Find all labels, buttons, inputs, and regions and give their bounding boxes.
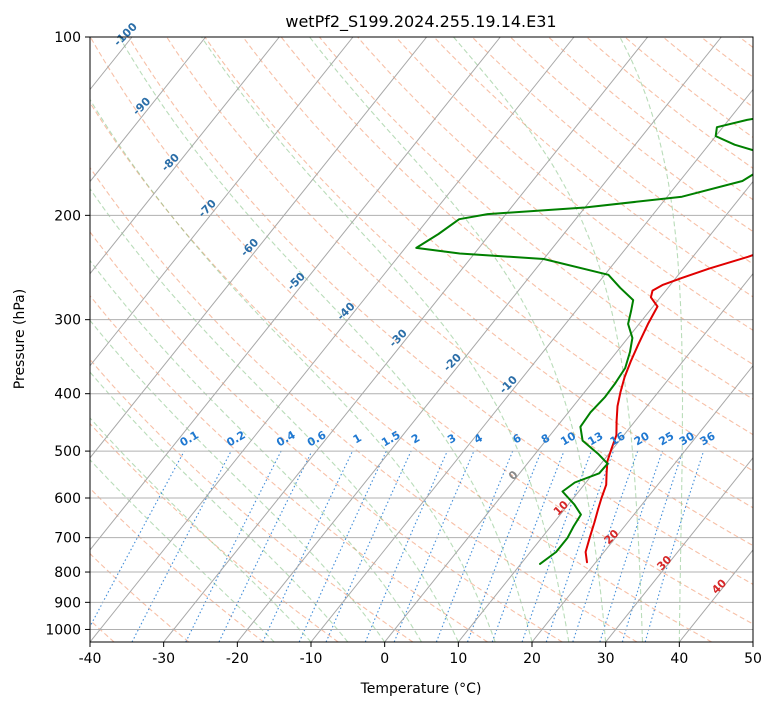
y-tick-label: 100: [54, 30, 81, 46]
x-tick-label: -40: [79, 651, 102, 667]
isotherm-gridline: [457, 272, 753, 642]
y-tick-label: 1000: [45, 622, 81, 638]
plot-frame: [89, 36, 754, 643]
moist-adiabat-line: [90, 458, 275, 642]
dry-adiabat-line: [90, 358, 414, 642]
isotherm-gridline: [90, 37, 575, 642]
y-axis-label: Pressure (hPa): [12, 289, 28, 389]
dry-adiabat-line: [90, 294, 488, 642]
mixing-ratio-line: [185, 450, 282, 642]
dry-adiabat-line: [357, 37, 753, 366]
isotherm-gridline: [90, 37, 501, 551]
x-tick-label: 50: [744, 651, 762, 667]
dry-adiabat-line: [90, 166, 638, 642]
isotherm-gridline: [605, 457, 753, 642]
isotherm-gridline: [310, 88, 753, 642]
x-tick-label: 10: [449, 651, 467, 667]
axes: -40 -30 -20 -10 0 10 20 30 40 50 100 200 300 400 500 60…: [45, 30, 762, 667]
mixing-ratio-line: [364, 450, 448, 642]
x-axis-label: Temperature (°C): [360, 681, 482, 697]
isotherm-gridline: [384, 180, 753, 642]
isotherm-gridline: [90, 37, 354, 367]
mixing-ratio-line: [621, 450, 684, 642]
mixing-ratio-line: [572, 450, 639, 642]
dry-adiabat-line: [242, 37, 753, 472]
x-tick-label: 20: [523, 651, 541, 667]
moist-adiabat-line: [201, 37, 570, 642]
x-tick-label: 40: [670, 651, 688, 667]
plot-area: [90, 37, 753, 642]
isotherm-gridline: [90, 37, 428, 459]
moist-adiabat-line: [453, 37, 644, 642]
moist-adiabat-line: [90, 259, 422, 642]
x-tick-label: -10: [300, 651, 323, 667]
dry-adiabat-line: [204, 37, 753, 509]
isotherm-gridline: [236, 37, 722, 642]
y-tick-label: 400: [54, 387, 81, 403]
y-tick-label: 800: [54, 565, 81, 581]
x-tick-label: 0: [380, 651, 389, 667]
dry-adiabat-line: [280, 37, 753, 436]
mixing-ratio-line: [90, 450, 185, 628]
moist-adiabat-line: [90, 319, 386, 642]
dry-adiabat-line: [90, 37, 753, 625]
dry-adiabat-line: [90, 552, 190, 642]
x-tick-label: 30: [597, 651, 615, 667]
y-tick-label: 700: [54, 531, 81, 547]
temperature-profile-line: [584, 253, 753, 564]
mixing-ratio-line: [466, 450, 542, 642]
moist-adiabat-line: [118, 37, 533, 642]
moist-adiabat-line: [90, 187, 459, 642]
dewpoint-profile-line: [415, 117, 753, 565]
mixing-ratio-line: [599, 450, 663, 642]
mixing-ratio-line: [491, 450, 565, 642]
y-tick-label: 500: [54, 444, 81, 460]
y-tick-label: 600: [54, 491, 81, 507]
moist-adiabat-line: [309, 37, 607, 642]
x-tick-label: -30: [152, 651, 175, 667]
y-tick-label: 900: [54, 595, 81, 611]
isotherm-gridline: [531, 364, 753, 642]
dry-adiabat-line: [90, 422, 339, 642]
mixing-ratio-line: [521, 450, 592, 642]
chart-title: wetPf2_S199.2024.255.19.14.E31: [285, 12, 556, 32]
mixing-ratio-line: [435, 450, 514, 642]
mixing-ratio-line: [545, 450, 614, 642]
isotherm-gridline: [90, 37, 207, 183]
mixing-ratio-line: [325, 450, 412, 642]
y-tick-label: 300: [54, 313, 81, 329]
dry-adiabat-line: [90, 487, 264, 642]
isotherm-gridline: [163, 37, 649, 642]
y-tick-label: 200: [54, 208, 81, 224]
moist-adiabat-line: [619, 37, 684, 642]
isotherm-gridline: [90, 37, 280, 275]
x-tick-label: -20: [226, 651, 249, 667]
